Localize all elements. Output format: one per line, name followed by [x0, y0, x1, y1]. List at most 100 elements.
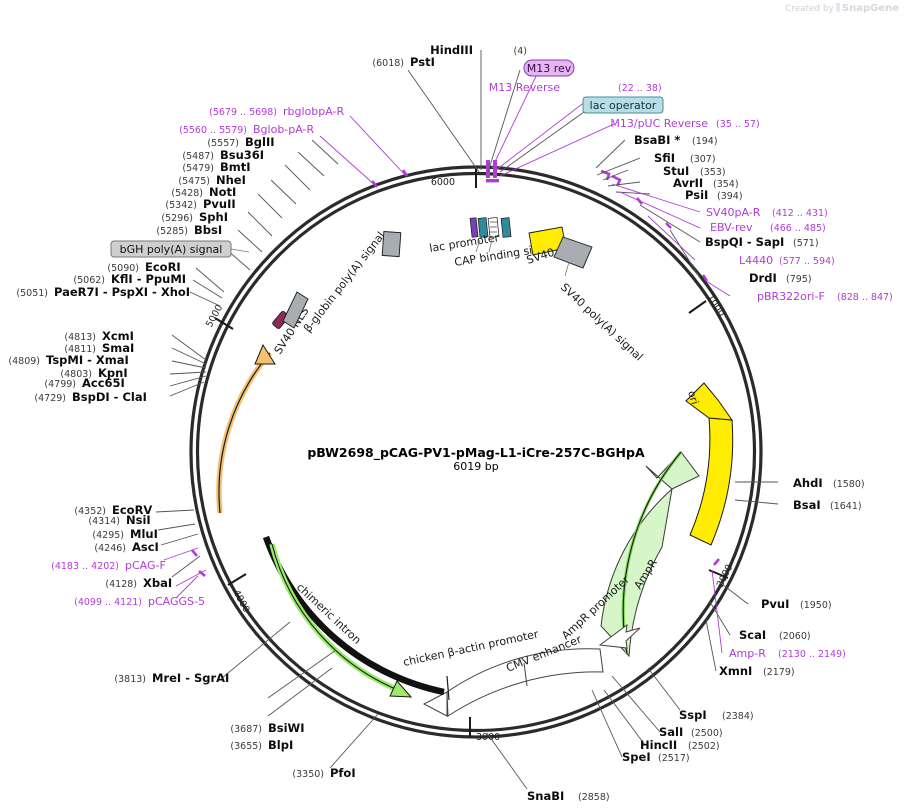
primer-label-pbr322ori-f[interactable]: pBR322ori-F: [757, 290, 825, 303]
enzyme-label-ecorv[interactable]: EcoRV: [112, 503, 152, 517]
enzyme-label-sali[interactable]: SalI: [659, 725, 683, 739]
enzyme-label-drdi[interactable]: DrdI: [749, 271, 777, 285]
enzyme-pos-hindiii: (4): [514, 46, 527, 57]
enzyme-label-psti[interactable]: PstI: [410, 55, 435, 69]
feature-sv40-polya[interactable]: SV40 poly(A) signal: [553, 236, 645, 363]
enzyme-label-xcmi[interactable]: XcmI: [102, 329, 134, 343]
enzyme-label-mlui[interactable]: MluI: [130, 527, 158, 541]
primer-label-amp-r[interactable]: Amp-R: [729, 647, 766, 660]
enzyme-label-sphi[interactable]: SphI: [199, 210, 228, 224]
enzyme-label-bsiwi[interactable]: BsiWI: [268, 721, 305, 735]
enzyme-pos-kfli-ppumi: (5062): [73, 275, 105, 286]
enzyme-label-kfli-ppumi[interactable]: KflI - PpuMI: [111, 272, 186, 286]
enzyme-label-acc65i[interactable]: Acc65I: [82, 376, 125, 390]
primer-label-bglob-pa-r[interactable]: Bglob-pA-R: [253, 123, 315, 136]
enzyme-label-ahdi[interactable]: AhdI: [793, 476, 823, 490]
feature-bglobin-polya[interactable]: β-globin poly(A) signal: [282, 229, 388, 335]
label-box-m13-rev[interactable]: M13 rev: [523, 59, 575, 77]
label-m13-rev: M13 rev: [527, 62, 572, 75]
enzyme-label-nhei[interactable]: NheI: [216, 173, 246, 187]
enzyme-label-xmni[interactable]: XmnI: [719, 664, 752, 678]
feature-label-ori: ori: [685, 390, 700, 406]
enzyme-pos-tspmi-xmai: (4809): [8, 356, 40, 367]
enzyme-label-bbsi[interactable]: BbsI: [194, 223, 222, 237]
enzyme-label-asci[interactable]: AscI: [132, 540, 159, 554]
primer-backbone-marks: [191, 160, 720, 577]
enzyme-label-noti[interactable]: NotI: [209, 185, 236, 199]
primer-label-l4440[interactable]: L4440: [739, 254, 773, 267]
primer-label-rbglobpa-r[interactable]: rbglobpA-R: [283, 105, 344, 118]
snapgene-watermark: Created by SnapGene: [785, 3, 899, 14]
enzyme-pos-bsu36i: (5487): [182, 151, 214, 162]
enzyme-label-scai[interactable]: ScaI: [739, 628, 766, 642]
enzyme-pos-stui: (353): [700, 167, 726, 178]
enzyme-label-bsabi[interactable]: BsaBI *: [634, 133, 680, 147]
enzyme-label-sfii[interactable]: SfiI: [654, 151, 675, 165]
primer-label-m13-reverse[interactable]: M13 Reverse: [489, 81, 560, 94]
enzyme-label-sspi[interactable]: SspI: [679, 708, 707, 722]
enzyme-label-pvuii[interactable]: PvuII: [203, 197, 236, 211]
primer-range-pbr322ori-f: (828 .. 847): [837, 292, 893, 303]
primer-label-sv40pa-r[interactable]: SV40pA-R: [706, 206, 761, 219]
enzyme-label-bspdi-clai[interactable]: BspDI - ClaI: [72, 390, 147, 404]
enzyme-pos-sspi: (2384): [722, 711, 754, 722]
enzyme-pos-bspdi-clai: (4729): [34, 393, 66, 404]
feature-ori[interactable]: ori: [685, 382, 734, 546]
enzyme-label-bsu36i[interactable]: Bsu36I: [220, 148, 264, 162]
primer-range-ebv-rev: (466 .. 485): [770, 223, 826, 234]
enzyme-label-bmti[interactable]: BmtI: [220, 160, 251, 174]
enzyme-label-avrii[interactable]: AvrII: [673, 176, 703, 190]
enzyme-pos-ecori: (5090): [107, 263, 139, 274]
enzyme-label-hincii[interactable]: HincII: [640, 738, 677, 752]
enzyme-pos-ecorv: (4352): [74, 506, 106, 517]
enzyme-label-blpi[interactable]: BlpI: [268, 738, 293, 752]
enzyme-label-nsii[interactable]: NsiI: [126, 513, 151, 527]
enzyme-label-tspmi-xmai[interactable]: TspMI - XmaI: [46, 353, 129, 367]
enzyme-pos-hincii: (2502): [688, 741, 720, 752]
enzyme-pos-bspqi-sapi: (571): [793, 238, 819, 249]
primer-label-ebv-rev[interactable]: EBV-rev: [710, 221, 753, 234]
feature-label-bglobin-polya: β-globin poly(A) signal: [301, 229, 387, 334]
enzyme-label-pfoi[interactable]: PfoI: [330, 766, 356, 780]
enzyme-label-bsai[interactable]: BsaI: [793, 498, 821, 512]
primer-range-m13-puc-reverse: (35 .. 57): [716, 119, 760, 130]
enzyme-label-paer7i-pspxi-xhoi[interactable]: PaeR7I - PspXI - XhoI: [54, 285, 190, 299]
enzyme-pos-drdi: (795): [786, 274, 812, 285]
enzyme-label-smai[interactable]: SmaI: [102, 341, 134, 355]
primer-range-amp-r: (2130 .. 2149): [778, 649, 846, 660]
enzyme-pos-nhei: (5475): [178, 176, 210, 187]
enzyme-label-stui[interactable]: StuI: [663, 164, 689, 178]
primer-label-pcag-f[interactable]: pCAG-F: [125, 559, 166, 572]
enzyme-label-snabi[interactable]: SnaBI: [527, 789, 564, 803]
enzyme-label-pvui[interactable]: PvuI: [761, 597, 789, 611]
enzyme-pos-smai: (4811): [64, 344, 96, 355]
watermark-prefix: Created by: [785, 4, 834, 14]
enzyme-pos-pvuii: (5342): [165, 200, 197, 211]
primer-range-pcag-f: (4183 .. 4202): [51, 561, 119, 572]
enzyme-pos-scai: (2060): [779, 631, 811, 642]
enzyme-label-hindiii[interactable]: HindIII: [430, 43, 473, 57]
enzyme-label-mrei-sgrai[interactable]: MreI - SgrAI: [152, 671, 229, 685]
label-box-lac-operator[interactable]: lac operator: [582, 96, 664, 114]
enzyme-label-bglii[interactable]: BglII: [245, 135, 275, 149]
enzyme-pos-snabi: (2858): [578, 792, 610, 803]
leader-lines: [155, 50, 779, 790]
enzyme-pos-asci: (4246): [94, 543, 126, 554]
feature-orange-arc: [216, 343, 276, 514]
enzyme-label-spei[interactable]: SpeI: [622, 750, 651, 764]
enzyme-pos-pfoi: (3350): [292, 769, 324, 780]
enzyme-label-ecori[interactable]: EcoRI: [145, 260, 181, 274]
label-box-bgh-polya[interactable]: bGH poly(A) signal: [110, 240, 250, 258]
primer-range-rbglobpa-r: (5679 .. 5698): [209, 107, 277, 118]
enzyme-pos-bmti: (5479): [182, 163, 214, 174]
primer-label-m13-puc-reverse[interactable]: M13/pUC Reverse: [610, 117, 708, 130]
enzyme-label-psii[interactable]: PsiI: [685, 188, 708, 202]
feature-ampr[interactable]: AmpR: [600, 450, 700, 658]
primer-label-pcaggs-5[interactable]: pCAGGS-5: [148, 595, 205, 608]
plasmid-size: 6019 bp: [453, 460, 498, 473]
enzyme-label-xbai[interactable]: XbaI: [143, 576, 172, 590]
enzyme-label-kpni[interactable]: KpnI: [98, 366, 128, 380]
feature-bgh-polya-box[interactable]: [381, 230, 402, 258]
enzyme-label-bspqi-sapi[interactable]: BspQI - SapI: [705, 235, 784, 249]
enzyme-pos-sali: (2500): [691, 728, 723, 739]
